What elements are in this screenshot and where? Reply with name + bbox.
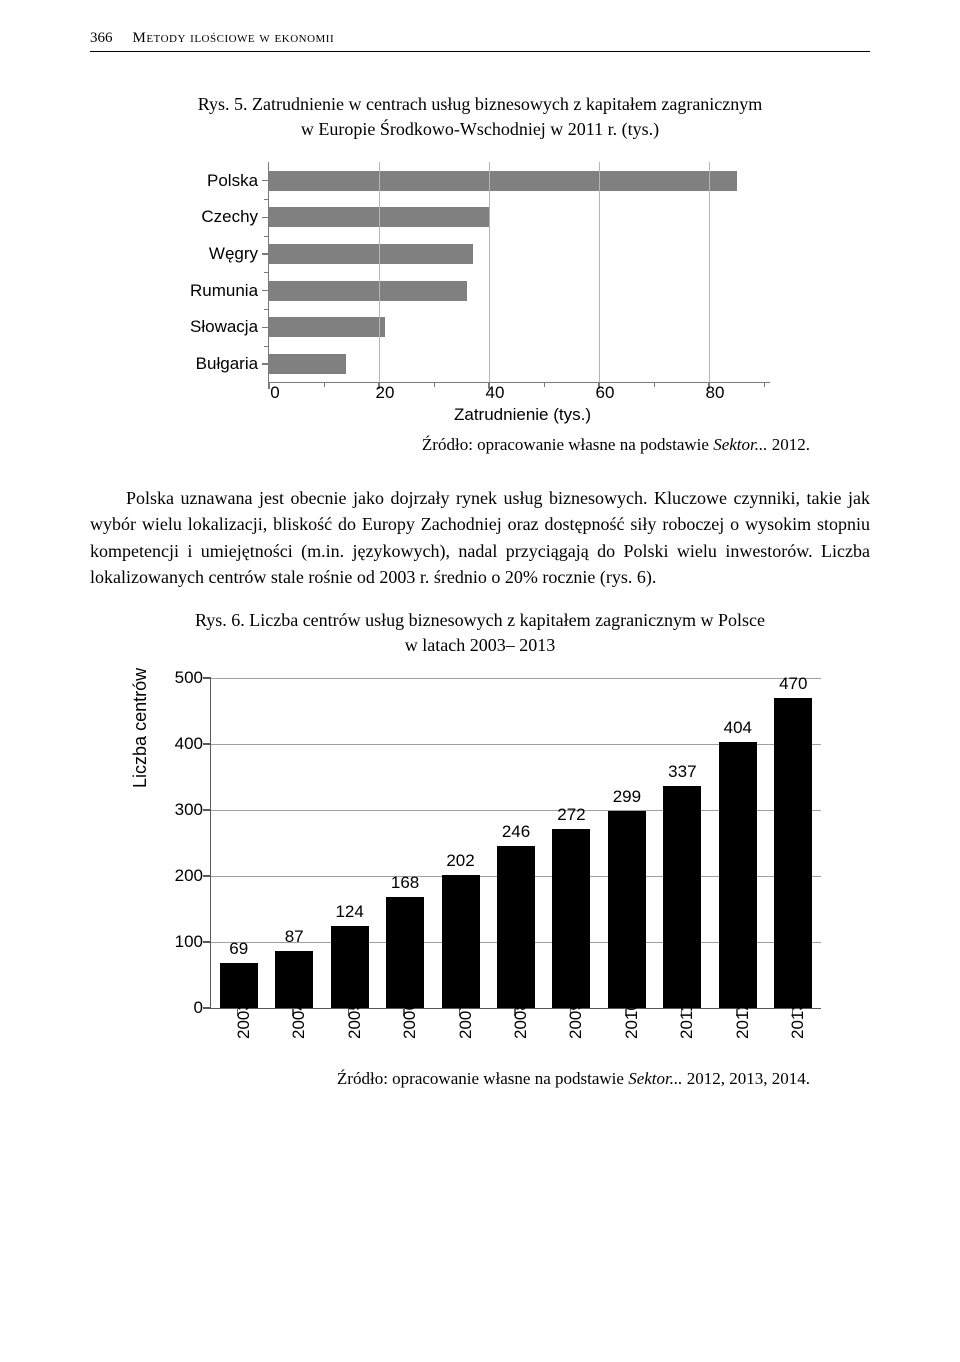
- fig6-bar: [774, 698, 812, 1008]
- fig5-bar: [269, 171, 737, 191]
- fig6-bar-value: 272: [546, 805, 596, 825]
- fig6-bar-value: 246: [491, 822, 541, 842]
- fig6-ytick-label: 300: [163, 800, 203, 820]
- fig5-country-label: Polska: [190, 167, 258, 195]
- fig6-caption: Rys. 6. Liczba centrów usług biznesowych…: [90, 608, 870, 658]
- fig6-xtick-label: 2011: [677, 1003, 697, 1040]
- fig6-bar: [442, 875, 480, 1008]
- fig6-bar-value: 202: [436, 851, 486, 871]
- fig5-xtick-label: 0: [270, 383, 279, 403]
- fig6-bar: [608, 811, 646, 1008]
- fig6-bar: [719, 742, 757, 1009]
- fig6-ytick-label: 400: [163, 734, 203, 754]
- fig6-bar-value: 87: [269, 927, 319, 947]
- fig5-chart: Polska Czechy Węgry Rumunia Słowacja Bułgaria…: [190, 162, 770, 425]
- fig5-xtick-label: 40: [486, 383, 505, 403]
- fig6-bar: [663, 786, 701, 1008]
- fig6-xtick-label: 2013: [788, 1001, 808, 1039]
- fig6-xtick-label: 2010: [622, 1001, 642, 1039]
- fig6-bar: [275, 951, 313, 1008]
- fig6-xtick-label: 2005: [345, 1001, 365, 1039]
- fig6-bar-value: 470: [768, 674, 818, 694]
- fig5-country-label: Czechy: [190, 203, 258, 231]
- header-rule: [90, 51, 870, 52]
- fig6-ytick-label: 500: [163, 668, 203, 688]
- fig6-bar: [386, 897, 424, 1008]
- section-title: Metody ilościowe w ekonomii: [133, 30, 335, 47]
- fig6-xtick-label: 2007: [456, 1001, 476, 1039]
- fig5-xtick-label: 80: [706, 383, 725, 403]
- fig6-caption-line1: Rys. 6. Liczba centrów usług biznesowych…: [195, 610, 765, 630]
- fig5-caption-line2: w Europie Środkowo-Wschodniej w 2011 r. …: [301, 119, 659, 139]
- fig6-xtick-label: 2006: [400, 1001, 420, 1039]
- fig6-bar-value: 404: [713, 718, 763, 738]
- fig6-caption-line2: w latach 2003– 2013: [405, 635, 555, 655]
- fig6-ylabel: Liczba centrów: [130, 668, 151, 788]
- fig5-caption: Rys. 5. Zatrudnienie w centrach usług bi…: [90, 92, 870, 142]
- fig6-bar-value: 168: [380, 873, 430, 893]
- fig5-country-label: Bułgaria: [190, 350, 258, 378]
- fig6-bar-value: 124: [325, 902, 375, 922]
- fig5-xlabel: Zatrudnienie (tys.): [275, 405, 770, 425]
- fig5-xtick-label: 60: [596, 383, 615, 403]
- fig6-xtick-label: 2009: [566, 1001, 586, 1039]
- page-number: 366: [90, 30, 113, 47]
- fig5-bar: [269, 354, 346, 374]
- fig6-bar: [331, 926, 369, 1008]
- fig5-bar: [269, 244, 473, 264]
- fig6-bar-value: 299: [602, 787, 652, 807]
- fig6-ytick-label: 200: [163, 866, 203, 886]
- fig6-bar: [552, 829, 590, 1009]
- fig5-bar: [269, 317, 385, 337]
- fig6-source: Źródło: opracowanie własne na podstawie …: [90, 1069, 810, 1089]
- fig6-bar-value: 69: [214, 939, 264, 959]
- fig6-bar: [497, 846, 535, 1008]
- fig6-ytick-label: 0: [163, 998, 203, 1018]
- fig6-bar-value: 337: [657, 762, 707, 782]
- fig5-country-label: Słowacja: [190, 313, 258, 341]
- fig6-xtick-label: 2004: [289, 1001, 309, 1039]
- fig6-xtick-label: 2012: [733, 1001, 753, 1039]
- fig5-country-label: Rumunia: [190, 277, 258, 305]
- fig5-caption-line1: Rys. 5. Zatrudnienie w centrach usług bi…: [198, 94, 763, 114]
- fig5-country-label: Węgry: [190, 240, 258, 268]
- body-paragraph: Polska uznawana jest obecnie jako dojrza…: [90, 485, 870, 589]
- fig5-xtick-label: 20: [376, 383, 395, 403]
- fig5-source: Źródło: opracowanie własne na podstawie …: [90, 435, 810, 455]
- fig6-chart: Liczba centrów 0100200300400500698712416…: [140, 678, 820, 1059]
- fig6-xtick-label: 2003: [234, 1001, 254, 1039]
- fig6-ytick-label: 100: [163, 932, 203, 952]
- fig5-bar: [269, 281, 467, 301]
- fig6-xtick-label: 2008: [511, 1001, 531, 1039]
